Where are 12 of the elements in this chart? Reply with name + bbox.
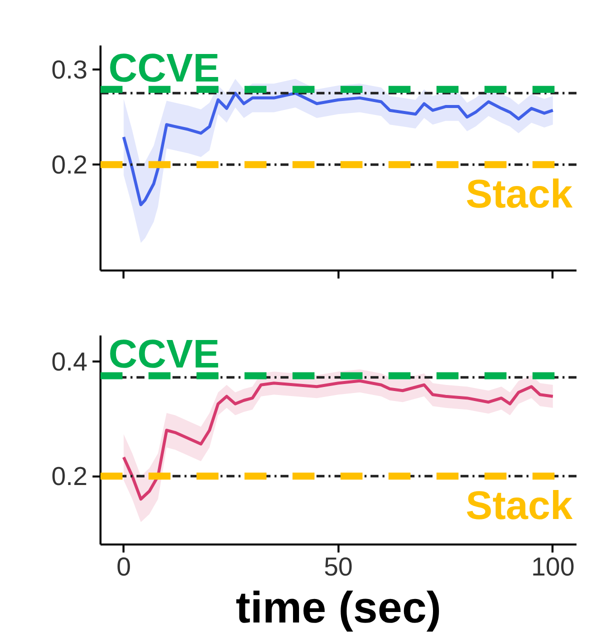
- y-tick-label: 0.2: [51, 461, 88, 492]
- x-axis-title: time (sec): [236, 584, 442, 632]
- x-tick-label: 0: [116, 552, 131, 582]
- y-tick-label: 0.3: [51, 54, 88, 84]
- y-tick-label: 0.2: [51, 150, 88, 180]
- ref-line-label: Stack: [466, 172, 574, 217]
- x-tick-label: 50: [324, 552, 353, 582]
- x-tick-label: 100: [531, 552, 575, 582]
- y-tick-label: 0.4: [51, 346, 88, 376]
- ref-line-label: CCVE: [108, 332, 220, 377]
- ref-line-label: Stack: [466, 484, 574, 528]
- ref-line-label: CCVE: [108, 46, 220, 90]
